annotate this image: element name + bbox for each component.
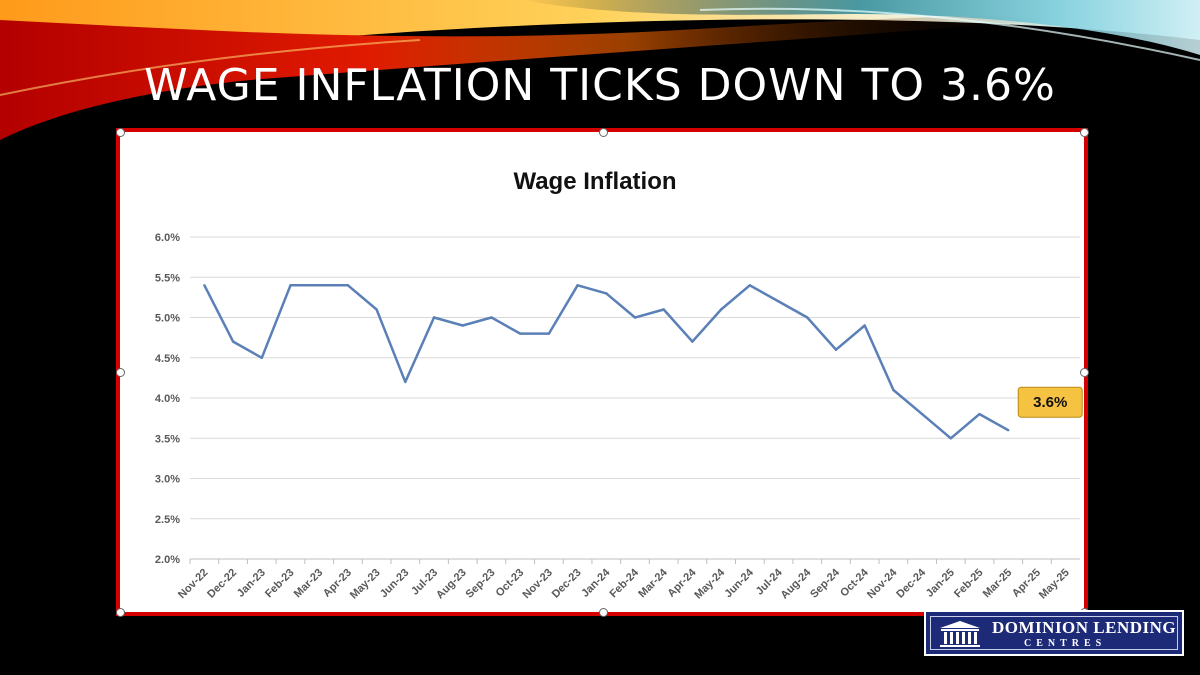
logo-frame — [930, 616, 1178, 650]
x-tick-label: Jan-23 — [235, 567, 268, 600]
resize-handle-bottom-middle[interactable] — [599, 608, 608, 617]
data-point — [404, 380, 407, 384]
data-point — [490, 316, 493, 319]
data-point — [346, 284, 350, 287]
data-point — [317, 284, 321, 287]
decorative-swoosh-banner — [0, 0, 1200, 140]
y-tick-label: 2.0% — [155, 554, 180, 566]
chart-title: Wage Inflation — [513, 168, 676, 195]
data-point — [375, 308, 378, 311]
x-tick-label: Feb-24 — [608, 566, 642, 600]
x-tick-label: Mar-24 — [636, 566, 670, 600]
x-tick-label: Aug-24 — [779, 566, 814, 601]
data-point — [691, 340, 694, 343]
data-point — [834, 348, 838, 351]
y-axis-ticks: 2.0% 2.5% 3.0% 3.5% 4.0% 4.5% 5.0% 5.5% 6.0% — [155, 232, 180, 566]
data-point — [289, 284, 292, 287]
data-point — [576, 284, 579, 287]
x-axis-ticks: Nov-22Dec-22Jan-23Feb-23Mar-23Apr-23May-… — [176, 559, 1072, 601]
series-layer — [203, 284, 1010, 440]
series-line — [203, 284, 1009, 440]
data-point — [719, 308, 723, 311]
dominion-lending-logo: DOMINION LENDING CENTRES — [924, 610, 1184, 656]
data-point — [949, 437, 953, 440]
logo-subtitle: CENTRES — [1024, 638, 1107, 649]
resize-handle-top-left[interactable] — [116, 128, 125, 137]
x-tick-label: Nov-22 — [176, 567, 210, 601]
data-point — [461, 324, 464, 327]
x-tick-label: Nov-23 — [521, 567, 555, 601]
x-tick-label: Jun-24 — [722, 566, 756, 600]
data-point — [920, 412, 924, 416]
building-columns-icon — [940, 621, 980, 647]
x-tick-label: Dec-24 — [894, 566, 929, 601]
x-tick-label: Mar-25 — [981, 567, 1015, 601]
y-tick-label: 5.5% — [155, 272, 180, 284]
data-point — [260, 356, 263, 359]
x-tick-label: Mar-23 — [292, 567, 326, 601]
x-tick-label: Jan-24 — [579, 566, 613, 600]
data-point — [203, 284, 206, 287]
callout-box — [1017, 386, 1083, 418]
y-tick-label: 4.0% — [155, 393, 180, 405]
data-point — [892, 388, 895, 392]
data-point — [1007, 429, 1010, 432]
resize-handle-middle-left[interactable] — [116, 368, 125, 377]
data-point — [633, 316, 637, 319]
resize-handle-middle-right[interactable] — [1080, 368, 1089, 377]
x-tick-label: Feb-23 — [263, 567, 297, 601]
data-point — [231, 340, 235, 343]
y-tick-label: 3.5% — [155, 433, 180, 445]
x-tick-label: Aug-23 — [434, 567, 469, 602]
logo-name: DOMINION LENDING — [992, 618, 1177, 637]
data-point — [518, 332, 522, 335]
data-point — [777, 300, 780, 303]
line-chart: Wage Inflation 2.0% 2.5% 3.0% 3.5% 4.0% 4.5% 5… — [155, 168, 1083, 601]
resize-handle-top-right[interactable] — [1080, 128, 1089, 137]
resize-handle-bottom-left[interactable] — [116, 608, 125, 617]
data-point — [806, 316, 809, 319]
data-point — [863, 324, 866, 327]
slide-title: WAGE INFLATION TICKS DOWN TO 3.6% — [144, 60, 1056, 111]
x-tick-label: Jan-25 — [924, 567, 957, 600]
x-tick-label: May-24 — [692, 566, 727, 601]
x-tick-label: Dec-23 — [550, 567, 584, 601]
data-point — [978, 412, 981, 416]
chart-container[interactable]: Wage Inflation 2.0% 2.5% 3.0% 3.5% 4.0% 4.5% 5… — [116, 128, 1089, 617]
y-tick-label: 4.5% — [155, 353, 180, 365]
x-tick-label: Jun-23 — [378, 567, 412, 601]
y-tick-label: 5.0% — [155, 313, 180, 325]
callout-label: 3.6% — [1033, 394, 1067, 411]
y-tick-label: 6.0% — [155, 232, 180, 244]
data-point — [662, 308, 665, 311]
x-tick-label: Sep-24 — [808, 566, 843, 601]
callout-layer: 3.6% — [1017, 386, 1083, 418]
data-point — [605, 292, 608, 295]
resize-handle-top-middle[interactable] — [599, 128, 608, 137]
x-tick-label: Nov-24 — [865, 566, 900, 601]
data-point — [432, 316, 436, 319]
x-tick-label: Feb-25 — [952, 567, 986, 601]
x-tick-label: May-25 — [1037, 567, 1072, 602]
x-tick-label: May-23 — [348, 567, 383, 602]
data-point — [547, 332, 551, 335]
data-point — [748, 284, 752, 287]
x-tick-label: Sep-23 — [464, 567, 498, 601]
y-tick-label: 2.5% — [155, 514, 180, 526]
y-tick-label: 3.0% — [155, 474, 180, 486]
x-tick-label: Dec-22 — [205, 567, 239, 601]
